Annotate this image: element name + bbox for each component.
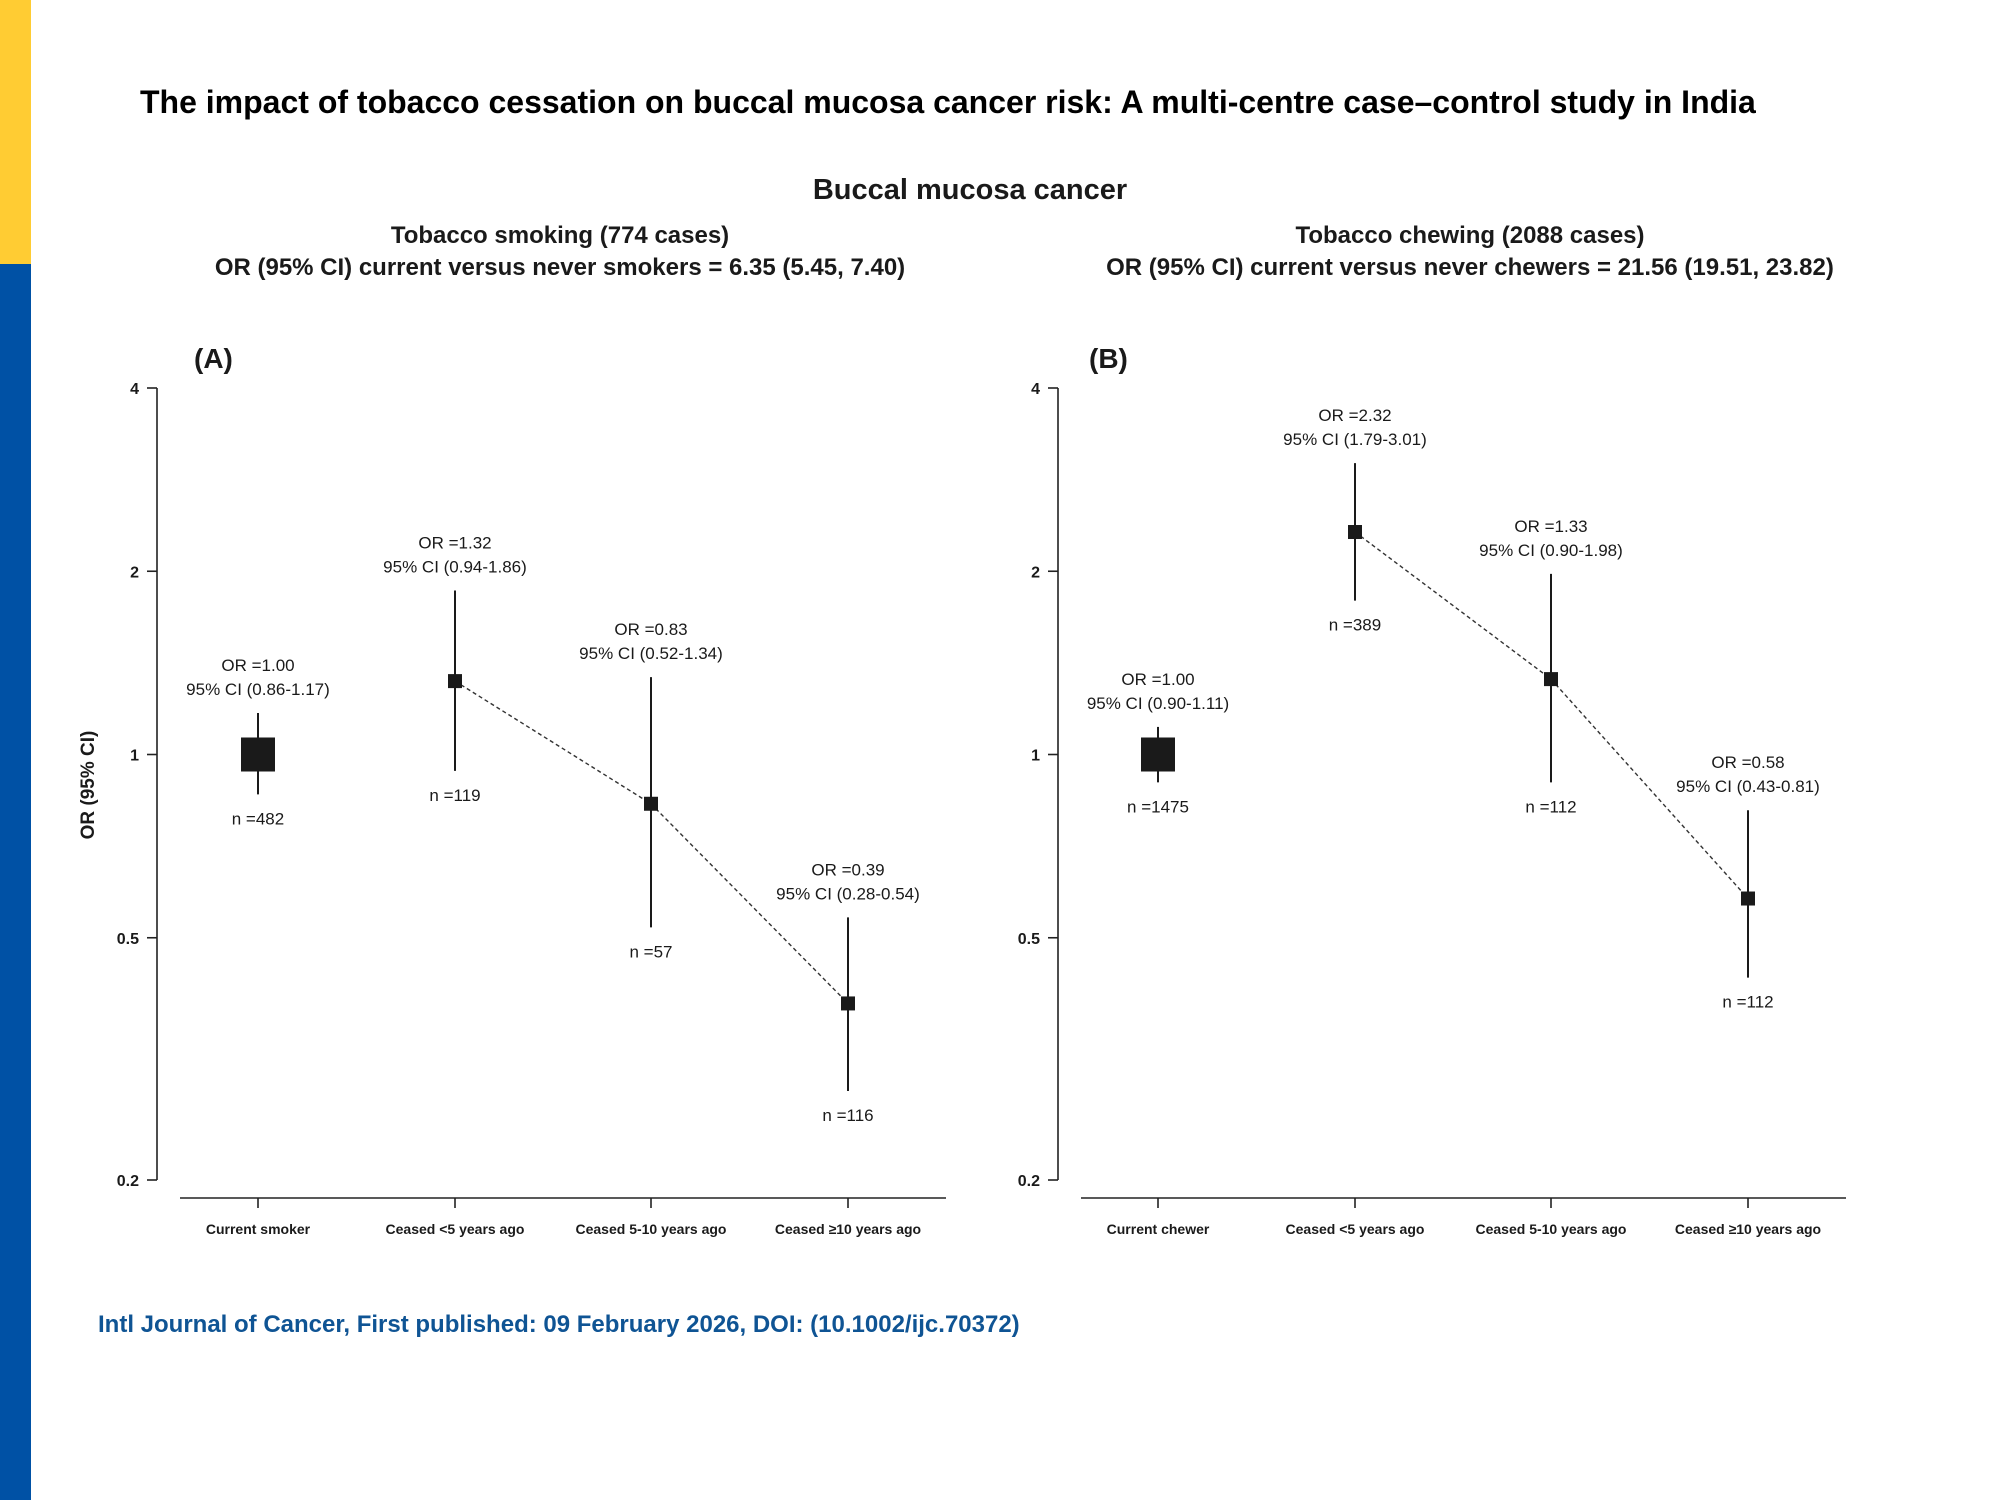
panel-a-category-label: Current smoker <box>206 1221 311 1237</box>
panel-b-or-marker <box>1141 737 1175 772</box>
panel-a-n-label: n =119 <box>429 786 480 805</box>
panel-a-category-label: Ceased <5 years ago <box>386 1221 525 1237</box>
panel-b-or-marker <box>1741 891 1755 906</box>
panel-a-or-marker <box>241 737 275 772</box>
panel-a-or-marker <box>841 996 855 1011</box>
panel-b-y-tick-label: 2 <box>1031 564 1040 581</box>
citation: Intl Journal of Cancer, First published:… <box>98 1311 1020 1338</box>
panel-a-or-label: OR =0.39 <box>811 860 884 879</box>
panel-b-ci-label: 95% CI (1.79-3.01) <box>1283 430 1427 449</box>
panel-a-heading: Tobacco smoking (774 cases) OR (95% CI) … <box>80 220 1040 284</box>
accent-bar-blue <box>0 264 31 1500</box>
panel-b-y-tick-label: 0.5 <box>1018 931 1040 948</box>
panel-b-category-label: Current chewer <box>1107 1221 1210 1237</box>
panel-b-n-label: n =389 <box>1329 616 1381 635</box>
panel-b-ci-label: 95% CI (0.43-0.81) <box>1676 777 1820 796</box>
panel-b-or-label: OR =1.33 <box>1514 517 1587 536</box>
panel-b-n-label: n =112 <box>1722 993 1773 1012</box>
accent-bar-yellow <box>0 0 31 264</box>
panel-a-y-tick-label: 0.5 <box>117 931 139 948</box>
panel-b-n-label: n =1475 <box>1127 797 1189 816</box>
panel-b-or-label: OR =2.32 <box>1318 406 1391 425</box>
panel-a-label: (A) <box>194 343 233 374</box>
panel-a-or-marker <box>644 796 658 811</box>
panel-a-or-marker <box>448 674 462 689</box>
panel-b-category-label: Ceased ≥10 years ago <box>1675 1221 1821 1237</box>
panel-a-y-tick-label: 2 <box>130 564 139 581</box>
panel-b-or-label: OR =1.00 <box>1121 670 1194 689</box>
panel-a-category-label: Ceased ≥10 years ago <box>775 1221 921 1237</box>
panel-b-ci-label: 95% CI (0.90-1.11) <box>1087 694 1229 713</box>
panel-b-heading-line1: Tobacco chewing (2088 cases) <box>1295 222 1645 249</box>
panel-a-n-label: n =482 <box>232 809 284 828</box>
panel-a-ci-label: 95% CI (0.94-1.86) <box>383 557 527 576</box>
panel-a-y-tick-label: 4 <box>130 381 139 398</box>
panel-b-or-label: OR =0.58 <box>1711 753 1784 772</box>
panel-b-heading-line2: OR (95% CI) current versus never chewers… <box>1106 254 1834 281</box>
panel-b-or-marker <box>1544 672 1558 687</box>
panel-a-n-label: n =116 <box>822 1106 873 1125</box>
panel-a-or-label: OR =1.00 <box>221 656 294 675</box>
panel-b-y-tick-label: 4 <box>1031 381 1040 398</box>
panel-a-heading-line2: OR (95% CI) current versus never smokers… <box>214 254 906 281</box>
figure-title: Buccal mucosa cancer <box>812 174 1128 206</box>
panel-a-or-label: OR =0.83 <box>614 620 687 639</box>
panel-b-heading: Tobacco chewing (2088 cases) OR (95% CI)… <box>990 220 1950 284</box>
panel-a-ci-label: 95% CI (0.86-1.17) <box>186 680 330 699</box>
panel-b-label: (B) <box>1089 343 1128 374</box>
panel-b-or-marker <box>1348 525 1362 540</box>
panel-b-y-tick-label: 0.2 <box>1018 1173 1040 1190</box>
panel-a-ci-label: 95% CI (0.52-1.34) <box>579 644 723 663</box>
panel-a-y-tick-label: 1 <box>130 748 139 765</box>
panel-a-y-tick-label: 0.2 <box>117 1173 139 1190</box>
slide-title: The impact of tobacco cessation on bucca… <box>140 84 1756 120</box>
panel-b-category-label: Ceased <5 years ago <box>1286 1221 1425 1237</box>
panel-a-or-label: OR =1.32 <box>418 533 491 552</box>
panel-a-y-axis-label: OR (95% CI) <box>78 731 99 840</box>
panel-b-ci-label: 95% CI (0.90-1.98) <box>1479 541 1623 560</box>
panel-b-n-label: n =112 <box>1525 797 1576 816</box>
panel-a-category-label: Ceased 5-10 years ago <box>576 1221 727 1237</box>
panel-a-heading-line1: Tobacco smoking (774 cases) <box>390 222 730 249</box>
panel-b-category-label: Ceased 5-10 years ago <box>1476 1221 1627 1237</box>
panel-a-n-label: n =57 <box>629 942 672 961</box>
panel-b-y-tick-label: 1 <box>1031 748 1040 765</box>
panel-a-ci-label: 95% CI (0.28-0.54) <box>776 884 920 903</box>
